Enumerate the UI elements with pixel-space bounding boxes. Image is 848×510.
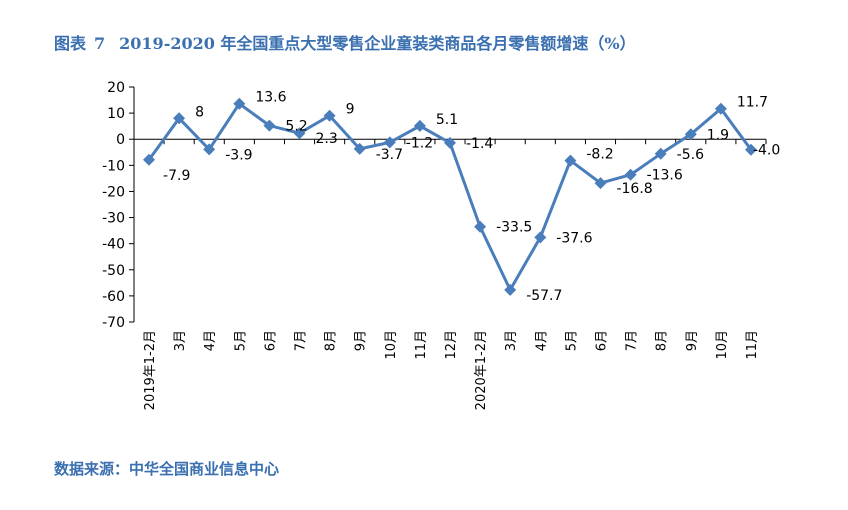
data-point <box>564 154 577 167</box>
x-tick-label: 7月 <box>294 330 309 351</box>
data-point <box>233 97 246 110</box>
data-point <box>263 119 276 132</box>
x-tick-label: 11月 <box>745 330 760 360</box>
data-label: 11.7 <box>737 95 768 111</box>
figure-number: 7 <box>94 34 106 53</box>
figure-label: 图表 <box>54 34 87 53</box>
x-tick-label: 3月 <box>173 330 188 351</box>
data-label: -33.5 <box>496 220 532 236</box>
x-tick-label: 11月 <box>414 330 429 360</box>
y-tick-label: -50 <box>102 263 125 279</box>
data-label: -8.2 <box>586 147 613 163</box>
x-tick-label: 5月 <box>233 330 248 351</box>
data-point <box>745 143 757 156</box>
data-labels: -7.9 8 -3.9 13.6 5.2 2.3 9 -3.7-1.25.1 -1.4 -33.5… <box>163 90 780 304</box>
data-point <box>353 142 366 155</box>
data-label: -16.8 <box>616 181 652 197</box>
figure-title-text: 2019-2020 年全国重点大型零售企业童装类商品各月零售额增速（%） <box>119 34 636 53</box>
y-tick-label: -30 <box>102 211 125 227</box>
data-point <box>293 127 306 140</box>
data-point <box>684 128 697 141</box>
data-label: -4.0 <box>753 143 780 159</box>
y-tick-label: -60 <box>102 289 125 305</box>
data-label: -7.9 <box>163 168 190 184</box>
series-line <box>143 97 757 296</box>
y-tick-label: -40 <box>102 237 125 253</box>
data-point <box>203 143 216 156</box>
data-point <box>383 136 396 149</box>
data-point <box>624 168 637 181</box>
data-label: 9 <box>346 102 355 118</box>
x-tick-label: 8月 <box>324 330 339 351</box>
data-label: 5.1 <box>436 112 458 128</box>
x-tick-label: 9月 <box>354 330 369 351</box>
data-point <box>654 147 667 160</box>
x-tick-label: 5月 <box>564 330 579 351</box>
y-tick-label: -70 <box>102 315 125 331</box>
data-point <box>143 153 155 166</box>
data-point <box>413 119 426 132</box>
data-point <box>714 102 727 115</box>
data-label: 13.6 <box>255 90 286 106</box>
y-tick-label: 10 <box>107 106 125 122</box>
x-tick-label: 6月 <box>263 330 278 351</box>
data-label: -1.2 <box>406 135 433 151</box>
figure-title: 图表 7 2019-2020 年全国重点大型零售企业童装类商品各月零售额增速（%） <box>54 30 636 54</box>
data-label: -3.9 <box>225 147 252 163</box>
y-axis: 20 10 0 -10 -20 -30 -40 -50 -60 -70 <box>102 80 135 331</box>
data-source-note: 数据来源：中华全国商业信息中心 <box>54 460 280 478</box>
x-tick-label: 12月 <box>444 330 459 360</box>
x-tick-label: 8月 <box>655 330 670 351</box>
x-axis: 2019年1-2月 3月 4月 5月 6月 7月 8月 9月 10月 11月 12月 2020年1-2… <box>133 138 767 410</box>
x-tick-label: 3月 <box>504 330 519 351</box>
data-point <box>504 283 517 296</box>
x-tick-label: 7月 <box>625 330 640 351</box>
x-tick-label: 6月 <box>594 330 609 351</box>
data-label: -57.7 <box>526 288 562 304</box>
x-tick-label: 2020年1-2月 <box>474 330 489 410</box>
x-tick-label: 9月 <box>685 330 700 351</box>
data-label: -3.7 <box>376 147 403 163</box>
series-path <box>147 102 753 292</box>
data-label: -37.6 <box>556 230 592 246</box>
y-tick-label: -10 <box>102 158 125 174</box>
x-tick-label: 10月 <box>715 330 730 360</box>
y-tick-label: 20 <box>107 80 125 96</box>
x-tick-label: 10月 <box>384 330 399 360</box>
data-point <box>594 177 607 190</box>
x-tick-label: 2019年1-2月 <box>143 330 158 410</box>
y-tick-label: 0 <box>116 132 125 148</box>
data-label: 5.2 <box>285 119 307 135</box>
data-point <box>474 220 487 233</box>
data-label: 2.3 <box>316 131 338 147</box>
data-point <box>173 112 186 125</box>
y-tick-label: -20 <box>102 184 125 200</box>
data-label: 1.9 <box>707 127 729 143</box>
data-label: -5.6 <box>677 147 704 163</box>
x-tick-label: 4月 <box>534 330 549 351</box>
data-label: -1.4 <box>466 136 493 152</box>
data-point <box>534 231 547 244</box>
data-label: 8 <box>195 104 204 120</box>
data-point <box>444 136 456 149</box>
x-tick-label: 4月 <box>203 330 218 351</box>
data-point <box>323 109 336 122</box>
data-label: -13.6 <box>647 168 683 184</box>
